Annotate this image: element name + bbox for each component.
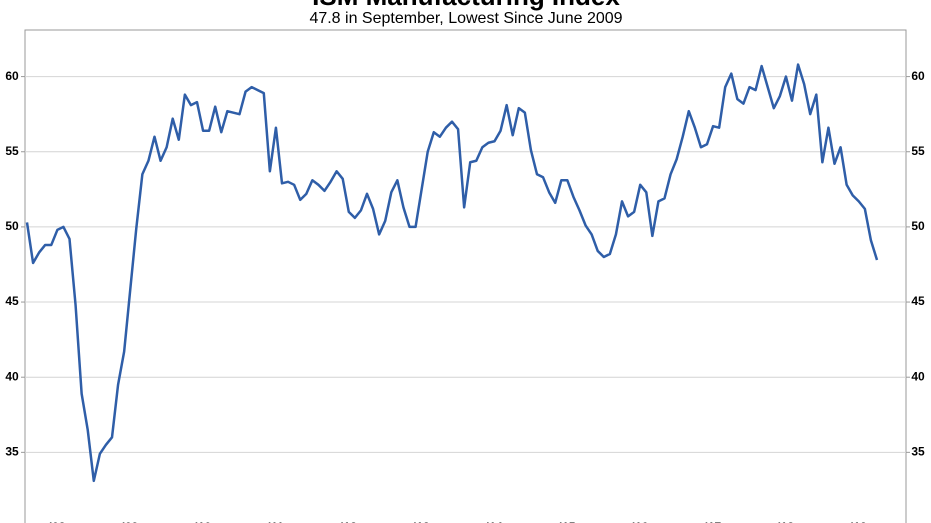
y-tick-label: 35 (5, 445, 19, 459)
y2-tick-label: 35 (911, 445, 925, 459)
y-tick-label: 40 (5, 369, 19, 383)
chart-title: ISM Manufacturing Index (312, 0, 620, 11)
x-tick-label: '10 (195, 520, 212, 523)
y2-tick-label: 50 (911, 219, 925, 233)
y2-tick-label: 40 (911, 369, 925, 383)
y2-tick-label: 45 (911, 294, 925, 308)
x-tick-label: '17 (705, 520, 722, 523)
y-tick-label: 45 (5, 294, 19, 308)
x-tick-label: '08 (49, 520, 66, 523)
x-tick-label: '16 (632, 520, 649, 523)
x-tick-label: '12 (341, 520, 358, 523)
x-tick-label: '13 (414, 520, 431, 523)
x-tick-label: '09 (122, 520, 139, 523)
x-tick-label: '19 (851, 520, 868, 523)
plot-frame (24, 29, 907, 523)
chart-subtitle: 47.8 in September, Lowest Since June 200… (309, 10, 622, 27)
y-tick-label: 55 (5, 144, 19, 158)
y2-tick-label: 60 (911, 69, 925, 83)
x-tick-label: '11 (268, 520, 284, 523)
x-tick-label: '14 (486, 520, 503, 523)
x-tick-label: '15 (559, 520, 576, 523)
y2-tick-label: 55 (911, 144, 925, 158)
y-tick-label: 50 (5, 219, 19, 233)
x-tick-label: '18 (778, 520, 795, 523)
line-series (25, 63, 879, 483)
y-tick-label: 60 (5, 69, 19, 83)
